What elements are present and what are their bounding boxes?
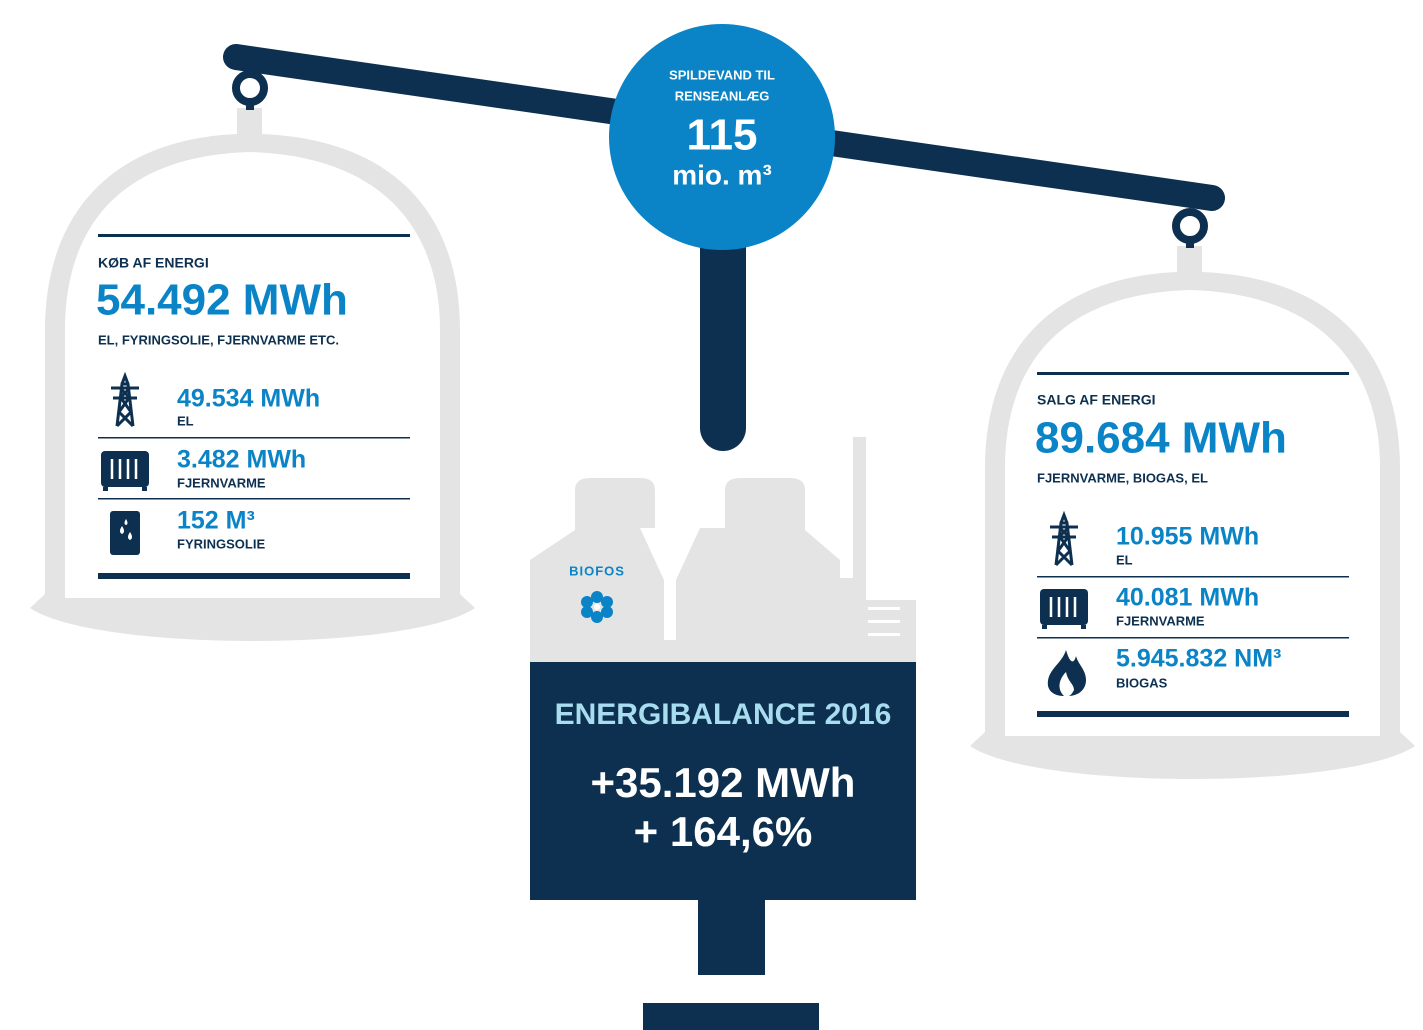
center-label: SPILDEVAND TIL bbox=[669, 67, 775, 82]
logo-text: BIOFOS bbox=[569, 563, 625, 578]
item-value: 5.945.832 NM³ bbox=[1116, 645, 1281, 673]
divider bbox=[1037, 372, 1349, 375]
item-label: EL bbox=[177, 413, 194, 428]
item-label: EL bbox=[1116, 552, 1133, 567]
item-label: BIOGAS bbox=[1116, 675, 1168, 690]
item-label: FJERNVARME bbox=[177, 475, 266, 490]
icon-barrel bbox=[110, 511, 140, 555]
panel-title: KØB AF ENERGI bbox=[98, 255, 209, 271]
balance-title: ENERGIBALANCE 2016 bbox=[555, 698, 892, 731]
right-jar bbox=[970, 212, 1415, 779]
balance-value: + 164,6% bbox=[634, 808, 813, 855]
plant bbox=[530, 437, 916, 662]
item-label: FYRINGSOLIE bbox=[177, 536, 265, 551]
divider bbox=[98, 234, 410, 237]
panel-title: SALG AF ENERGI bbox=[1037, 392, 1156, 408]
divider bbox=[1037, 637, 1349, 639]
divider bbox=[98, 437, 410, 439]
item-value: 49.534 MWh bbox=[177, 385, 320, 413]
center-value: 115 bbox=[687, 111, 758, 160]
icon-radiator bbox=[101, 451, 149, 491]
icon-radiator bbox=[1040, 589, 1088, 629]
panel-subtitle: FJERNVARME, BIOGAS, EL bbox=[1037, 470, 1208, 485]
panel-total: 54.492 MWh bbox=[96, 276, 348, 325]
divider bbox=[1037, 711, 1349, 717]
base bbox=[643, 1003, 819, 1030]
left-jar bbox=[30, 74, 475, 641]
panel-subtitle: EL, FYRINGSOLIE, FJERNVARME ETC. bbox=[98, 332, 339, 347]
post bbox=[700, 225, 746, 451]
balance-value: +35.192 MWh bbox=[591, 759, 856, 806]
center-unit: mio. m³ bbox=[672, 159, 772, 190]
center-label: RENSEANLÆG bbox=[675, 88, 770, 103]
panel-total: 89.684 MWh bbox=[1035, 414, 1287, 463]
divider bbox=[1037, 576, 1349, 578]
divider bbox=[98, 498, 410, 500]
infographic: SPILDEVAND TIL RENSEANLÆG 115 mio. m³ KØ… bbox=[0, 0, 1423, 1030]
item-value: 152 M³ bbox=[177, 507, 255, 535]
stand bbox=[698, 900, 765, 975]
item-value: 10.955 MWh bbox=[1116, 523, 1259, 551]
item-value: 3.482 MWh bbox=[177, 446, 306, 474]
item-label: FJERNVARME bbox=[1116, 613, 1205, 628]
page: SPILDEVAND TIL RENSEANLÆG 115 mio. m³ KØ… bbox=[0, 0, 1423, 1030]
item-value: 40.081 MWh bbox=[1116, 584, 1259, 612]
divider bbox=[98, 573, 410, 579]
